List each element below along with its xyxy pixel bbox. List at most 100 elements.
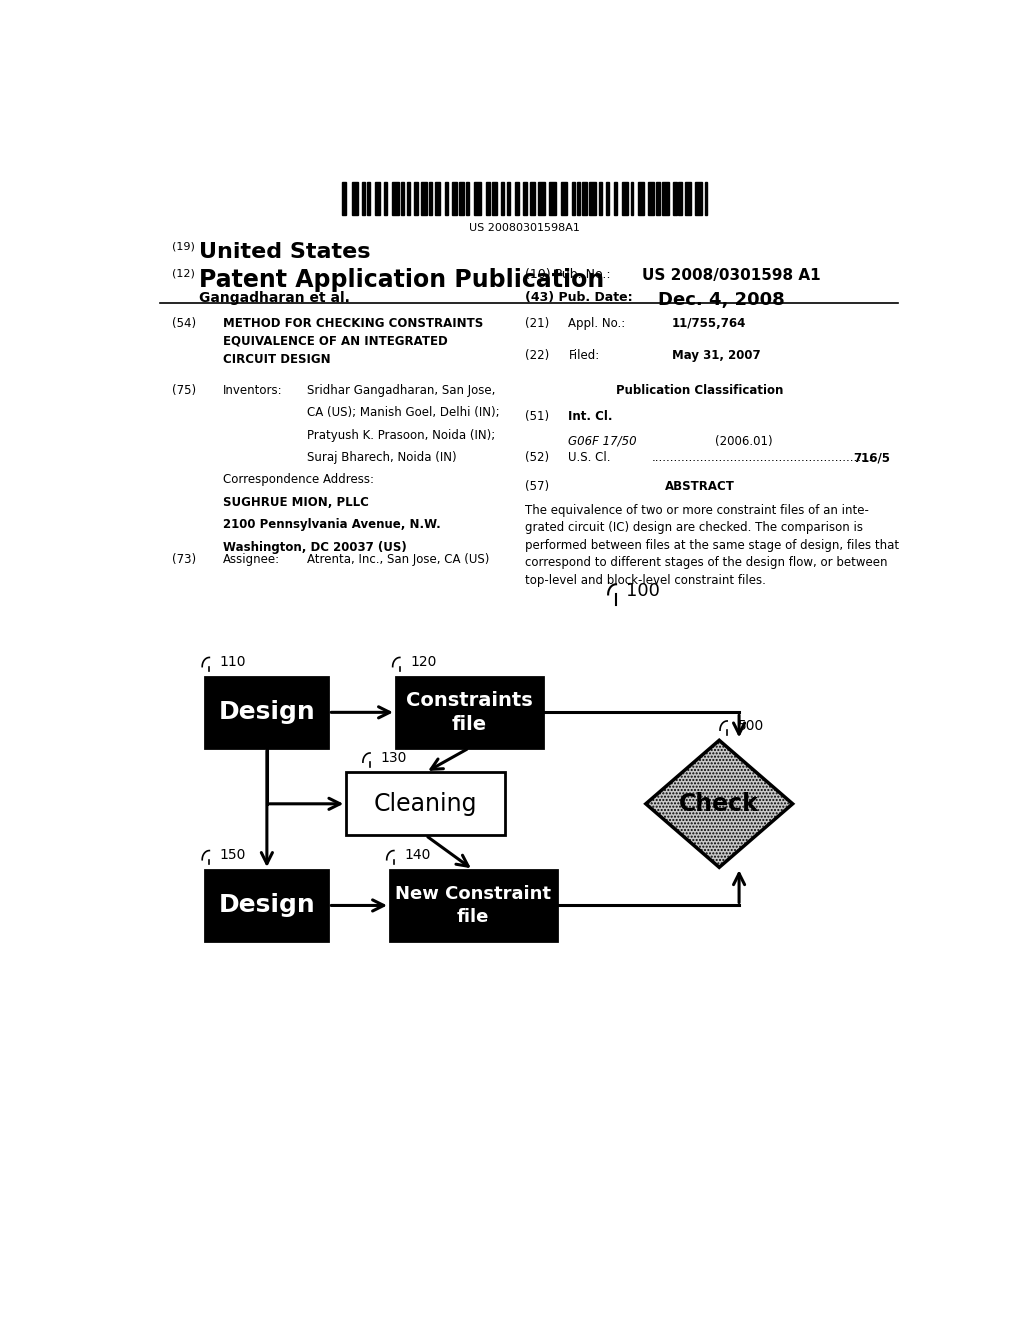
Bar — [501, 182, 504, 215]
Text: G06F 17/50: G06F 17/50 — [568, 434, 637, 447]
Bar — [599, 182, 602, 215]
Bar — [444, 182, 449, 215]
Text: New Constraint
file: New Constraint file — [395, 886, 551, 925]
Bar — [695, 182, 701, 215]
Text: (19): (19) — [172, 242, 195, 252]
Text: Pratyush K. Prasoon, Noida (IN);: Pratyush K. Prasoon, Noida (IN); — [306, 429, 495, 442]
Text: 120: 120 — [411, 655, 436, 669]
Bar — [459, 182, 464, 215]
Bar — [561, 182, 566, 215]
Bar — [375, 182, 380, 215]
Text: CA (US); Manish Goel, Delhi (IN);: CA (US); Manish Goel, Delhi (IN); — [306, 407, 499, 420]
Bar — [352, 182, 357, 215]
Text: ............................................................: ........................................… — [652, 451, 877, 465]
Text: 150: 150 — [220, 849, 246, 862]
Bar — [474, 182, 481, 215]
Bar — [583, 182, 587, 215]
Bar — [452, 182, 457, 215]
Bar — [590, 182, 596, 215]
Bar — [435, 182, 440, 215]
Text: Dec. 4, 2008: Dec. 4, 2008 — [658, 290, 784, 309]
Text: Assignee:: Assignee: — [223, 553, 281, 566]
Text: (57): (57) — [524, 479, 549, 492]
Text: Int. Cl.: Int. Cl. — [568, 411, 613, 424]
Text: METHOD FOR CHECKING CONSTRAINTS
EQUIVALENCE OF AN INTEGRATED
CIRCUIT DESIGN: METHOD FOR CHECKING CONSTRAINTS EQUIVALE… — [223, 317, 483, 366]
Text: (2006.01): (2006.01) — [715, 434, 773, 447]
Text: 500: 500 — [737, 718, 764, 733]
Text: 100: 100 — [627, 582, 660, 601]
FancyBboxPatch shape — [390, 870, 557, 941]
Text: (12): (12) — [172, 268, 195, 279]
Text: Sridhar Gangadharan, San Jose,: Sridhar Gangadharan, San Jose, — [306, 384, 495, 397]
Bar — [656, 182, 660, 215]
Text: (43) Pub. Date:: (43) Pub. Date: — [524, 290, 633, 304]
Text: U.S. Cl.: U.S. Cl. — [568, 451, 611, 465]
Bar — [648, 182, 654, 215]
Bar — [507, 182, 510, 215]
Bar — [492, 182, 498, 215]
Text: Patent Application Publication: Patent Application Publication — [200, 268, 605, 292]
Bar — [407, 182, 411, 215]
Text: May 31, 2007: May 31, 2007 — [672, 350, 760, 363]
Text: (21): (21) — [524, 317, 549, 330]
Text: Gangadharan et al.: Gangadharan et al. — [200, 290, 350, 305]
Bar — [530, 182, 536, 215]
FancyBboxPatch shape — [206, 677, 329, 748]
Text: Constraints
file: Constraints file — [406, 692, 532, 734]
Bar — [673, 182, 677, 215]
Bar — [414, 182, 419, 215]
Text: Washington, DC 20037 (US): Washington, DC 20037 (US) — [223, 541, 407, 553]
Text: Publication Classification: Publication Classification — [615, 384, 783, 397]
Text: Filed:: Filed: — [568, 350, 600, 363]
Text: US 20080301598A1: US 20080301598A1 — [469, 223, 581, 234]
Bar — [421, 182, 427, 215]
Text: (75): (75) — [172, 384, 196, 397]
Bar — [486, 182, 489, 215]
Text: United States: United States — [200, 242, 371, 261]
Text: Correspondence Address:: Correspondence Address: — [223, 474, 374, 487]
Text: (52): (52) — [524, 451, 549, 465]
Bar — [549, 182, 556, 215]
Bar — [631, 182, 633, 215]
Text: (73): (73) — [172, 553, 196, 566]
Bar — [367, 182, 370, 215]
Bar — [623, 182, 629, 215]
Bar — [515, 182, 518, 215]
Bar — [342, 182, 346, 215]
Bar — [466, 182, 469, 215]
Bar — [577, 182, 580, 215]
Text: Inventors:: Inventors: — [223, 384, 283, 397]
Bar — [361, 182, 365, 215]
Bar — [523, 182, 526, 215]
Bar — [571, 182, 574, 215]
FancyBboxPatch shape — [396, 677, 543, 748]
Bar — [685, 182, 691, 215]
Text: 716/5: 716/5 — [853, 451, 890, 465]
Text: 130: 130 — [380, 751, 407, 764]
Text: Cleaning: Cleaning — [374, 792, 477, 816]
Text: US 2008/0301598 A1: US 2008/0301598 A1 — [642, 268, 821, 284]
Text: Design: Design — [218, 701, 315, 725]
Text: Atrenta, Inc., San Jose, CA (US): Atrenta, Inc., San Jose, CA (US) — [306, 553, 488, 566]
Bar — [606, 182, 609, 215]
Bar — [401, 182, 404, 215]
Text: Check: Check — [679, 792, 759, 816]
Text: (51): (51) — [524, 411, 549, 424]
FancyBboxPatch shape — [346, 772, 505, 836]
Bar — [538, 182, 545, 215]
Text: 110: 110 — [220, 655, 246, 669]
Text: 140: 140 — [404, 849, 430, 862]
Bar — [663, 182, 669, 215]
Text: (10) Pub. No.:: (10) Pub. No.: — [524, 268, 610, 281]
Text: 11/755,764: 11/755,764 — [672, 317, 746, 330]
Bar — [679, 182, 682, 215]
Text: SUGHRUE MION, PLLC: SUGHRUE MION, PLLC — [223, 496, 369, 508]
Bar — [429, 182, 432, 215]
Bar — [638, 182, 644, 215]
Bar — [614, 182, 616, 215]
Text: The equivalence of two or more constraint files of an inte-
grated circuit (IC) : The equivalence of two or more constrain… — [524, 504, 899, 587]
Polygon shape — [646, 741, 793, 867]
Bar — [706, 182, 708, 215]
Text: ABSTRACT: ABSTRACT — [665, 479, 734, 492]
Text: Design: Design — [218, 894, 315, 917]
